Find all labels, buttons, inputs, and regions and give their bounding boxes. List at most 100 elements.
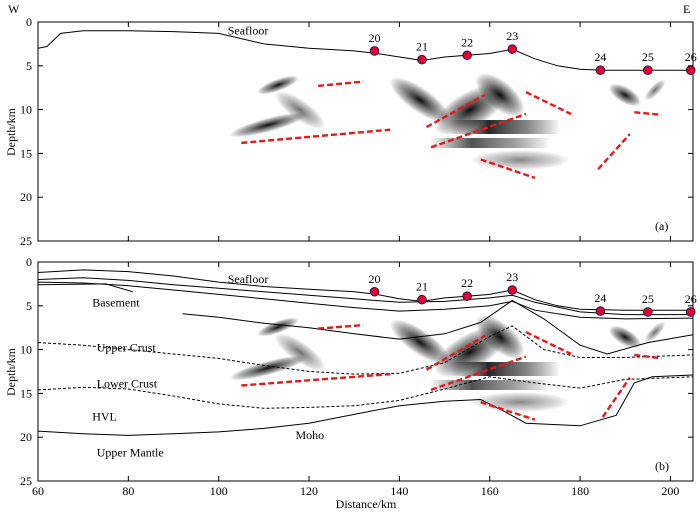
ray-density-blob: [274, 332, 326, 372]
y-tick-label: 5: [26, 59, 32, 73]
obs-station-label: 23: [506, 270, 518, 284]
panel-a-ray-density: [229, 72, 666, 170]
ray-density-smear: [450, 120, 560, 134]
seafloor-line: [38, 269, 693, 311]
ray-density-blob: [608, 325, 642, 349]
panel-a-obs: 20 21 22 23 24 25 26: [369, 29, 697, 75]
y-tick-label: 25: [20, 474, 32, 488]
obs-station-marker: [507, 44, 518, 54]
obs-station-marker: [685, 307, 696, 317]
panel-b-frame: [37, 261, 694, 482]
interface-line: [38, 374, 693, 436]
ray-density-blob: [644, 321, 666, 343]
y-tick-label: 25: [20, 234, 32, 248]
y-tick-label: 20: [20, 190, 32, 204]
obs-station-label: 23: [506, 29, 518, 43]
layer-label: Moho: [295, 428, 324, 442]
x-axis-label: Distance/km: [336, 497, 397, 511]
obs-station-marker: [595, 65, 606, 75]
panel-b-ray-density: [229, 314, 666, 412]
traveltime-pick-dash: [317, 80, 364, 88]
obs-station-marker: [685, 65, 696, 75]
panel-a-label: (a): [655, 219, 668, 233]
ray-density-blob: [229, 112, 307, 138]
interface-line: [38, 376, 693, 409]
panel-b-interfaces: [38, 277, 693, 436]
traveltime-pick-dash: [597, 133, 631, 171]
obs-station-marker: [462, 50, 472, 61]
ray-density-blob: [389, 319, 451, 365]
layer-label: Upper Mantle: [97, 445, 164, 459]
interface-line: [38, 325, 693, 375]
ray-density-blob: [257, 75, 299, 95]
obs-station-marker: [507, 285, 518, 295]
traveltime-pick-dash: [430, 112, 527, 149]
interface-line: [38, 281, 693, 320]
obs-station-marker: [417, 294, 427, 305]
y-tick-label: 15: [20, 386, 32, 400]
panel-a-axes: 0 5 10 15 20 25: [20, 15, 693, 248]
compass-east: E: [683, 2, 690, 16]
panel-a-picks: [241, 80, 662, 180]
obs-station-label: 26: [685, 292, 697, 306]
interface-line: [182, 299, 693, 355]
panel-b-picks: [241, 323, 662, 421]
layer-label: Lower Crust: [97, 376, 158, 390]
seafloor-label: Seafloor: [228, 23, 269, 37]
traveltime-pick-dash: [480, 158, 536, 180]
y-tick-label: 10: [20, 343, 32, 357]
y-tick-label: 0: [26, 15, 32, 29]
obs-station-label: 24: [594, 50, 606, 64]
y-tick-label: 0: [26, 255, 32, 269]
layer-label: HVL: [92, 410, 117, 424]
x-tick-label: 120: [300, 484, 318, 498]
obs-station-label: 25: [642, 50, 654, 64]
panel-b-layer-labels: Basement Upper Crust Lower Crust HVL Moho Upp…: [92, 296, 325, 460]
traveltime-pick-dash: [634, 111, 662, 117]
x-tick-label: 200: [661, 484, 679, 498]
obs-station-marker: [462, 291, 472, 301]
ray-density-smear: [430, 138, 550, 148]
ray-density-blob: [475, 314, 525, 360]
obs-station-label: 21: [416, 280, 428, 294]
obs-station-label: 22: [461, 35, 473, 49]
obs-station-label: 26: [685, 50, 697, 64]
obs-station-label: 21: [416, 40, 428, 54]
panel-b-obs: 20 21 22 23 24 25 26: [369, 270, 697, 317]
traveltime-pick-dash: [318, 323, 364, 330]
ray-density-blob: [229, 355, 307, 381]
layer-label: Upper Crust: [97, 340, 157, 354]
obs-station-marker: [643, 65, 653, 75]
ray-density-blob: [644, 79, 666, 101]
traveltime-pick-dash: [425, 93, 486, 129]
obs-station-marker: [417, 54, 427, 65]
obs-station-marker: [643, 307, 653, 317]
traveltime-pick-dash: [525, 331, 572, 356]
seafloor-label: Seafloor: [228, 272, 269, 286]
y-axis-label-a: Depth/km: [4, 107, 18, 156]
seafloor-line: [38, 30, 693, 71]
layer-label: Basement: [92, 296, 140, 310]
y-tick-label: 10: [20, 103, 32, 117]
traveltime-pick-dash: [241, 128, 391, 145]
traveltime-pick-dash: [525, 91, 572, 116]
traveltime-pick-dash: [480, 401, 536, 421]
traveltime-pick-dash: [430, 355, 527, 392]
ray-density-blob: [475, 72, 525, 118]
obs-station-marker: [369, 46, 380, 56]
interface-line: [38, 283, 134, 293]
x-tick-label: 140: [390, 484, 408, 498]
ray-density-smear: [430, 380, 550, 390]
x-tick-label: 60: [32, 484, 44, 498]
obs-station-label: 20: [369, 272, 381, 286]
y-axis-label-b: Depth/km: [4, 347, 18, 396]
x-tick-label: 100: [210, 484, 228, 498]
x-tick-label: 80: [122, 484, 134, 498]
traveltime-pick-dash: [241, 372, 391, 387]
ray-density-blob: [257, 317, 299, 337]
ray-density-blob: [608, 83, 642, 107]
traveltime-pick-dash: [425, 334, 486, 371]
ray-density-blob: [274, 90, 326, 130]
